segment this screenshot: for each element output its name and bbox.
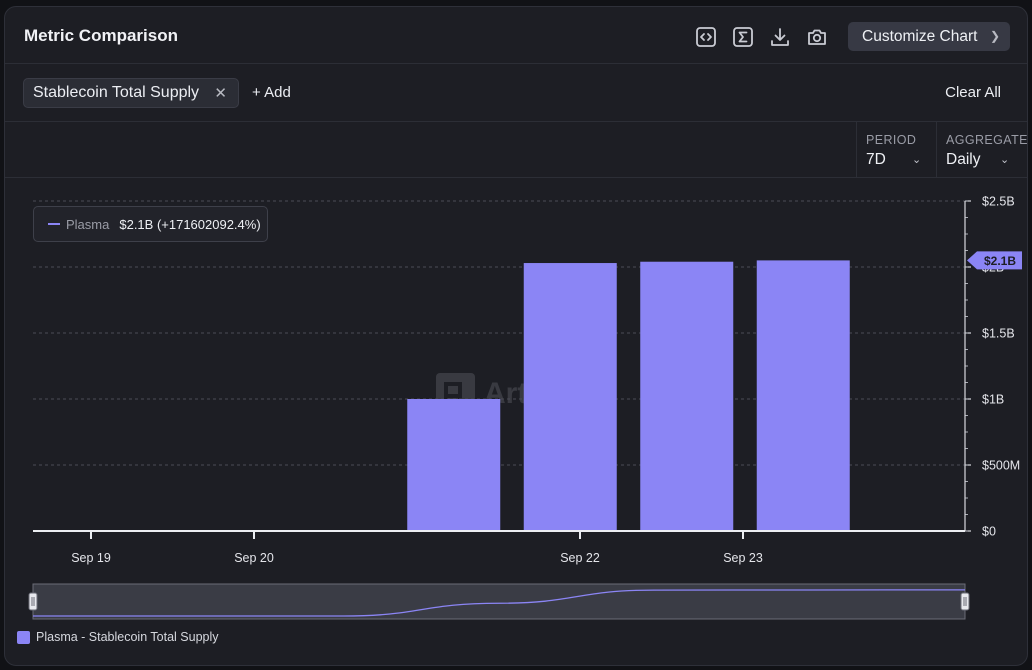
close-icon[interactable]: ✕ [214, 85, 227, 102]
navigator-series-line [32, 589, 966, 617]
tooltip-swatch [48, 223, 60, 225]
chevron-down-icon: ⌄ [912, 154, 922, 166]
metric-chip[interactable]: Stablecoin Total Supply ✕ [23, 78, 239, 108]
panel-title: Metric Comparison [24, 26, 178, 45]
chart-controls-bar: PERIOD 7D ⌄ AGGREGATE Daily ⌄ [5, 122, 1027, 178]
aggregate-select[interactable]: AGGREGATE Daily ⌄ [936, 122, 1028, 178]
x-tick-label: Sep 23 [723, 551, 763, 565]
range-handle[interactable] [28, 592, 38, 611]
customize-chart-button[interactable]: Customize Chart ❯ [848, 22, 1010, 51]
chart-legend[interactable]: Plasma - Stablecoin Total Supply [17, 630, 219, 644]
y-tick-label: $0 [982, 525, 996, 539]
aggregate-label: AGGREGATE [946, 133, 1028, 147]
y-tick-label: $1.5B [982, 327, 1015, 341]
chart-bar [407, 399, 501, 531]
legend-label: Plasma - Stablecoin Total Supply [36, 630, 219, 644]
chart-bar [640, 261, 734, 531]
range-navigator [32, 583, 966, 620]
current-value-marker [967, 251, 1022, 270]
chart-bar [523, 263, 617, 531]
chevron-right-icon: ❯ [989, 29, 1000, 43]
customize-chart-label: Customize Chart [862, 27, 978, 45]
metric-chip-label: Stablecoin Total Supply [33, 84, 200, 101]
camera-icon[interactable] [805, 25, 829, 49]
period-label: PERIOD [866, 133, 917, 147]
series-tooltip: Plasma $2.1B (+171602092.4%) [33, 206, 268, 242]
add-metric-button[interactable]: + Add [252, 84, 291, 101]
download-icon[interactable] [768, 25, 792, 49]
panel-header: Metric Comparison Customize Chart ❯ [5, 7, 1027, 64]
tooltip-value: $2.1B (+171602092.4%) [119, 216, 261, 232]
embed-icon[interactable] [694, 25, 718, 49]
sigma-icon[interactable] [731, 25, 755, 49]
chart-bar [756, 260, 850, 531]
tooltip-series-name: Plasma [66, 216, 110, 232]
chart-panel: Metric Comparison Customize Chart ❯ Stab… [4, 6, 1028, 666]
legend-swatch [17, 630, 30, 644]
y-tick-label: $1B [982, 393, 1004, 407]
y-tick-label: $500M [982, 459, 1020, 473]
x-tick-label: Sep 19 [71, 551, 111, 565]
x-tick-label: Sep 20 [234, 551, 274, 565]
period-value: 7D [866, 151, 886, 168]
y-tick-label: $2.5B [982, 195, 1015, 209]
x-tick-label: Sep 22 [560, 551, 600, 565]
aggregate-value: Daily [946, 151, 981, 168]
metric-chip-bar: Stablecoin Total Supply ✕ + Add Clear Al… [5, 64, 1027, 122]
chevron-down-icon: ⌄ [1000, 154, 1010, 166]
period-select[interactable]: PERIOD 7D ⌄ [856, 122, 936, 178]
range-handle[interactable] [960, 592, 970, 611]
current-value-label: $2.1B [984, 254, 1016, 268]
clear-all-button[interactable]: Clear All [945, 84, 1001, 101]
